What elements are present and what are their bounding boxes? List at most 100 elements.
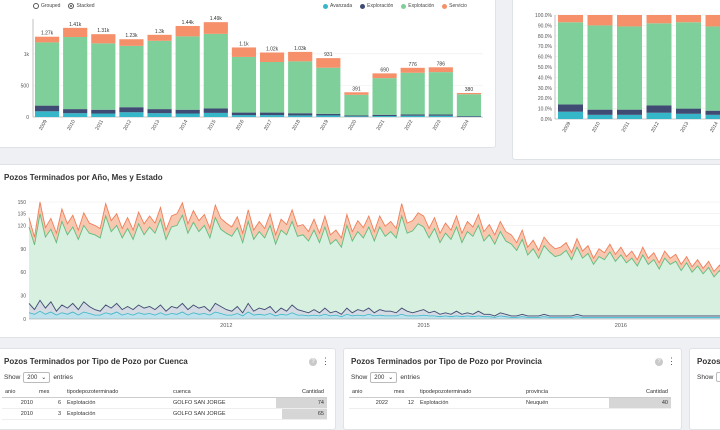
bar-segment [706,111,720,115]
x-tick-label: 2009 [38,119,49,132]
bar-segment [344,92,368,95]
y-tick-label: 60 [20,270,26,276]
card-table-3: Pozos Show [689,348,720,430]
entries-select[interactable]: 200⌄ [23,372,50,383]
bar-segment [147,41,171,109]
bar-segment [260,53,284,62]
x-tick-label: 2014 [179,119,190,132]
chevron-down-icon: ⌄ [388,374,393,381]
bar-data-label: 1.1k [239,41,249,47]
bar-segment [676,22,701,108]
y-tick-label: 90.0% [538,23,553,29]
y-tick-label: 30 [20,294,26,300]
y-tick-label: 1k [24,52,30,58]
bar-data-label: 391 [352,86,361,92]
bar-segment [401,116,425,117]
table2: anio mes tipodepozoterminado provincia C… [349,387,671,409]
bar-segment [232,115,256,117]
bar-segment [588,25,613,109]
col-cuenca[interactable]: cuenca [170,387,276,398]
y-tick-label: 30.0% [538,86,553,92]
entries-select[interactable] [716,372,720,382]
bar-segment [260,115,284,117]
bar-segment [204,108,228,112]
y-tick-label: 10.0% [538,107,553,113]
x-tick-label: 2020 [347,119,358,132]
bar-segment [204,113,228,117]
bar-data-label: 1.44k [182,20,195,26]
bar-segment [176,110,200,114]
table2-title: Pozos Terminados por Tipo de Pozo por Pr… [351,357,542,366]
bar-segment [457,116,481,117]
help-icon[interactable]: ? [655,358,663,366]
bar-segment [260,62,284,113]
bar-segment [91,110,115,114]
y-tick-label: 500 [21,83,30,89]
x-tick-label: 2015 [207,119,218,132]
x-tick-label: 2009 [561,121,572,134]
col-tipo[interactable]: tipodepozoterminado [417,387,523,398]
bar-segment [35,37,59,43]
col-provincia[interactable]: provincia [523,387,609,398]
y-tick-label: 70.0% [538,44,553,50]
bar-segment [401,114,425,115]
table1: anio mes tipodepozoterminado cuenca Cant… [2,387,327,420]
x-tick-label: 2023 [432,119,443,132]
col-mes[interactable]: mes [36,387,64,398]
table2-length: Show 200⌄ entries [351,372,420,383]
card-table-provincia: Pozos Terminados por Tipo de Pozo por Pr… [343,348,682,430]
y-tick-label: 120 [18,223,27,229]
bar-data-label: 1.02k [266,47,279,53]
bar-segment [429,67,453,72]
bar-segment [647,15,672,23]
x-tick-label: 2016 [615,323,627,329]
bar-segment [316,115,340,117]
bar-data-label: 1.3k [155,29,165,35]
bar-segment [91,114,115,117]
table-row: 2010 6 Explotación GOLFO SAN JORGE 74 [2,398,327,409]
col-cantidad[interactable]: Cantidad [609,387,671,398]
bar-segment [647,113,672,119]
bar-data-label: 1.27k [41,31,54,37]
bar-segment [35,106,59,112]
bar-segment [588,110,613,115]
menu-kebab-icon[interactable]: ⋮ [667,357,676,365]
bar-segment [706,15,720,26]
bar-segment [429,116,453,117]
menu-kebab-icon[interactable]: ⋮ [321,357,330,365]
bar-segment [372,116,396,117]
x-tick-label: 2010 [66,119,77,132]
col-tipo[interactable]: tipodepozoterminado [64,387,170,398]
y-tick-label: 0 [26,115,29,121]
col-anio[interactable]: anio [349,387,391,398]
x-tick-label: 2012 [122,119,133,132]
bar-segment [617,110,642,115]
bar-segment [588,115,613,119]
bar-segment [119,39,143,46]
entries-select[interactable]: 200⌄ [370,372,397,383]
x-tick-label: 2013 [151,119,162,132]
bar-segment [316,114,340,116]
bar-segment [204,22,228,34]
help-icon[interactable]: ? [309,358,317,366]
bar-data-label: 1.41k [69,22,82,28]
y-tick-label: 20.0% [538,96,553,102]
bar-segment [147,35,171,41]
col-mes[interactable]: mes [391,387,417,398]
col-anio[interactable]: anio [2,387,36,398]
bar-data-label: 786 [437,61,446,67]
x-tick-label: 2016 [235,119,246,132]
y-tick-label: 0.0% [541,117,553,123]
bar-data-label: 380 [465,87,474,93]
table3-title: Pozos [697,357,720,366]
y-tick-label: 90 [20,247,26,253]
bar-segment [35,42,59,105]
bar-segment [558,112,583,119]
x-tick-label: 2011 [621,121,632,134]
bar-segment [119,112,143,117]
table-row: 2010 3 Explotación GOLFO SAN JORGE 65 [2,409,327,420]
col-cantidad[interactable]: Cantidad [276,387,327,398]
card-pozos-porcentaje: 100.0%90.0%80.0%70.0%60.0%50.0%40.0%30.0… [512,0,720,160]
x-tick-label: 2013 [679,121,690,134]
